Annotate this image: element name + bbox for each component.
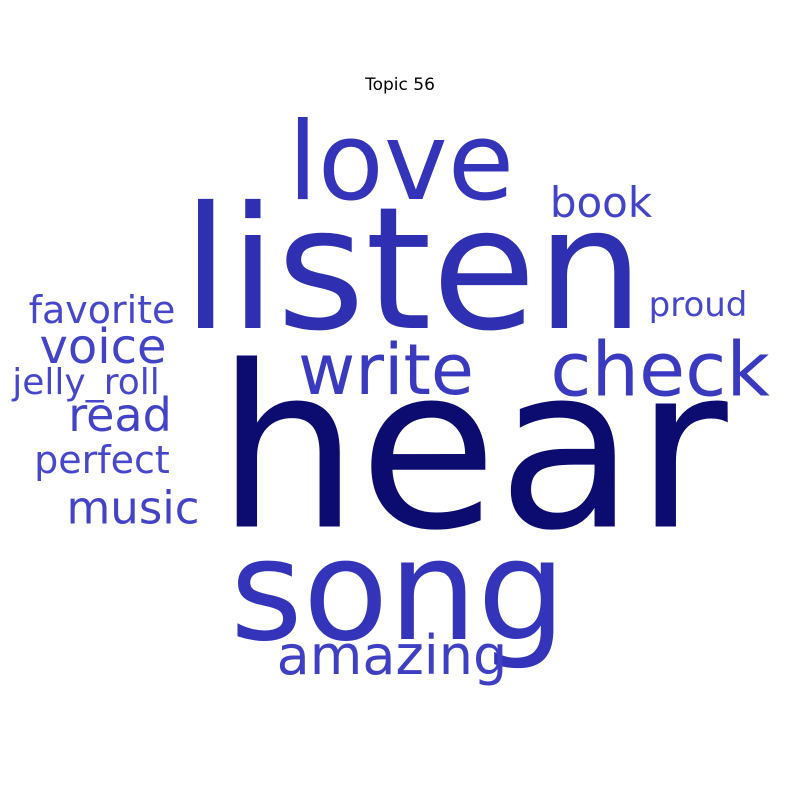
word-love: love bbox=[287, 100, 515, 225]
word-listen: listen bbox=[181, 171, 645, 369]
word-proud: proud bbox=[648, 285, 748, 325]
word-favorite: favorite bbox=[28, 288, 176, 332]
word-hear: hear bbox=[216, 318, 728, 581]
word-write: write bbox=[298, 329, 474, 411]
word-read: read bbox=[68, 388, 172, 442]
word-music: music bbox=[66, 481, 200, 535]
word-voice: voice bbox=[39, 319, 167, 375]
chart-title: Topic 56 bbox=[365, 75, 435, 95]
word-jelly-roll: jelly_roll bbox=[12, 362, 160, 403]
word-check: check bbox=[550, 325, 770, 414]
word-song: song bbox=[229, 510, 567, 673]
word-perfect: perfect bbox=[34, 438, 170, 482]
word-amazing: amazing bbox=[276, 624, 508, 687]
word-book: book bbox=[549, 178, 653, 227]
